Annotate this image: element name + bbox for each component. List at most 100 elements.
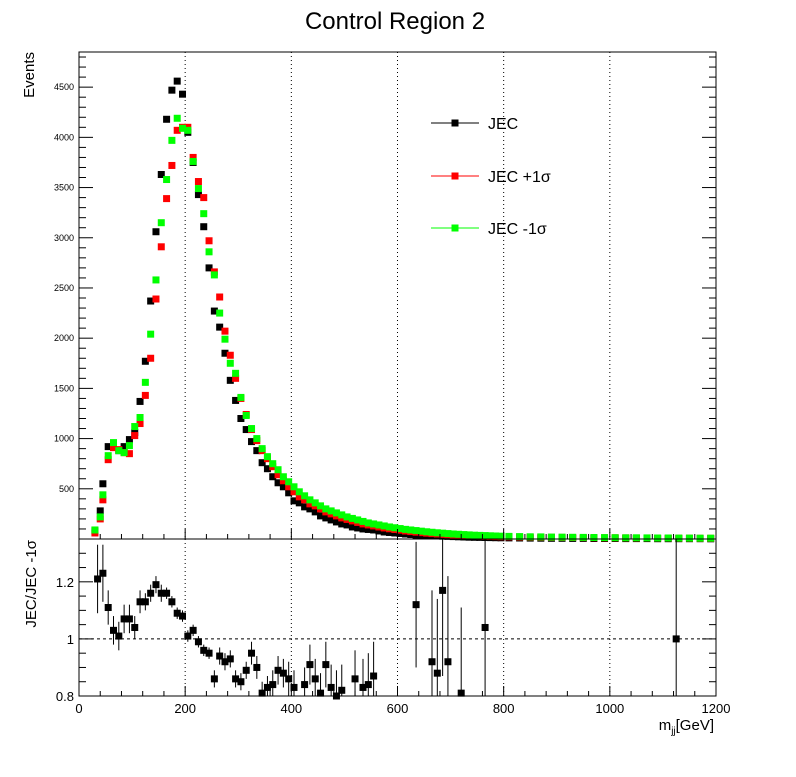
data-point [412, 527, 420, 535]
data-point [332, 509, 340, 517]
data-point [354, 516, 362, 524]
ratio-point [359, 683, 367, 691]
data-point [263, 465, 271, 473]
y-tick-label: 4000 [54, 132, 74, 142]
data-point [505, 532, 513, 540]
data-point [526, 533, 534, 541]
data-point [210, 307, 218, 315]
ratio-point [269, 681, 277, 689]
data-point [449, 530, 457, 538]
y-tick-label: 1500 [54, 383, 74, 393]
data-point [601, 534, 609, 542]
y-tick-label: 0.8 [56, 689, 74, 704]
data-point [274, 466, 282, 474]
ratio-point [147, 589, 155, 597]
ratio-point [237, 678, 245, 686]
data-point [194, 185, 202, 193]
ratio-point [248, 649, 256, 657]
data-point [497, 532, 505, 540]
data-point [221, 335, 229, 343]
data-point [407, 526, 415, 534]
x-tick-label: 800 [493, 701, 515, 716]
ratio-point [672, 635, 680, 643]
data-point [200, 210, 208, 218]
data-point [163, 176, 171, 184]
ratio-point [285, 675, 293, 683]
data-point [226, 351, 234, 359]
ratio-point [115, 632, 123, 640]
data-point [301, 503, 309, 511]
ratio-point [189, 626, 197, 634]
ratio-point [163, 589, 171, 597]
x-axis: 0 200 400 600 800 1000 1200 [75, 529, 730, 716]
legend: JEC JEC +1σ JEC -1σ [431, 116, 551, 238]
data-point [391, 529, 399, 537]
data-point [279, 477, 287, 485]
data-point [643, 534, 651, 542]
data-point [359, 517, 367, 525]
data-point [168, 161, 176, 169]
data-point [205, 237, 213, 245]
data-point [285, 489, 293, 497]
ratio-point [200, 646, 208, 654]
data-point [242, 426, 250, 434]
data-point [547, 533, 555, 541]
data-point [380, 522, 388, 530]
ratio-point [351, 675, 359, 683]
legend-label: JEC +1σ [488, 169, 551, 186]
data-point [91, 526, 99, 534]
data-point [163, 195, 171, 203]
ratio-point [141, 598, 149, 606]
ratio-point [194, 638, 202, 646]
data-point [248, 438, 256, 446]
data-point [348, 523, 356, 531]
data-point [221, 349, 229, 357]
x-axis-label: mjj[GeV] [659, 717, 714, 737]
ratio-point [205, 649, 213, 657]
data-point [707, 534, 715, 542]
data-point [173, 126, 181, 134]
y-tick-label: 4500 [54, 82, 74, 92]
data-point [131, 432, 139, 440]
y-axis-label-top: Events [21, 52, 38, 98]
data-point [157, 243, 165, 251]
data-point [141, 378, 149, 386]
ratio-point [481, 623, 489, 631]
data-point [237, 415, 245, 423]
data-point [104, 452, 112, 460]
data-point [290, 488, 298, 496]
data-point [96, 513, 104, 521]
ratio-point [168, 598, 176, 606]
data-point [210, 271, 218, 279]
data-point [179, 124, 187, 132]
ratio-point [226, 655, 234, 663]
data-point [322, 514, 330, 522]
data-point [99, 496, 107, 504]
data-point [258, 459, 266, 467]
data-point [258, 445, 266, 453]
ratio-point [322, 661, 330, 669]
data-point [338, 511, 346, 519]
data-point [465, 531, 473, 539]
data-point [226, 376, 234, 384]
data-point [322, 505, 330, 513]
legend-label: JEC -1σ [488, 221, 547, 238]
data-point [391, 524, 399, 532]
x-tick-label: 1000 [595, 701, 624, 716]
data-point [327, 507, 335, 515]
ratio-point [157, 589, 165, 597]
data-point [492, 532, 500, 540]
chart-title: Control Region 2 [305, 8, 485, 35]
data-point [120, 449, 128, 457]
data-point [120, 443, 128, 451]
data-point [99, 480, 107, 488]
ratio-point [364, 681, 372, 689]
ratio-point [439, 586, 447, 594]
data-point [152, 295, 160, 303]
data-point [306, 496, 314, 504]
data-point [306, 500, 314, 508]
y-tick-label: 3000 [54, 233, 74, 243]
data-point [622, 534, 630, 542]
data-point [110, 444, 118, 452]
top-plot-border [78, 51, 717, 540]
